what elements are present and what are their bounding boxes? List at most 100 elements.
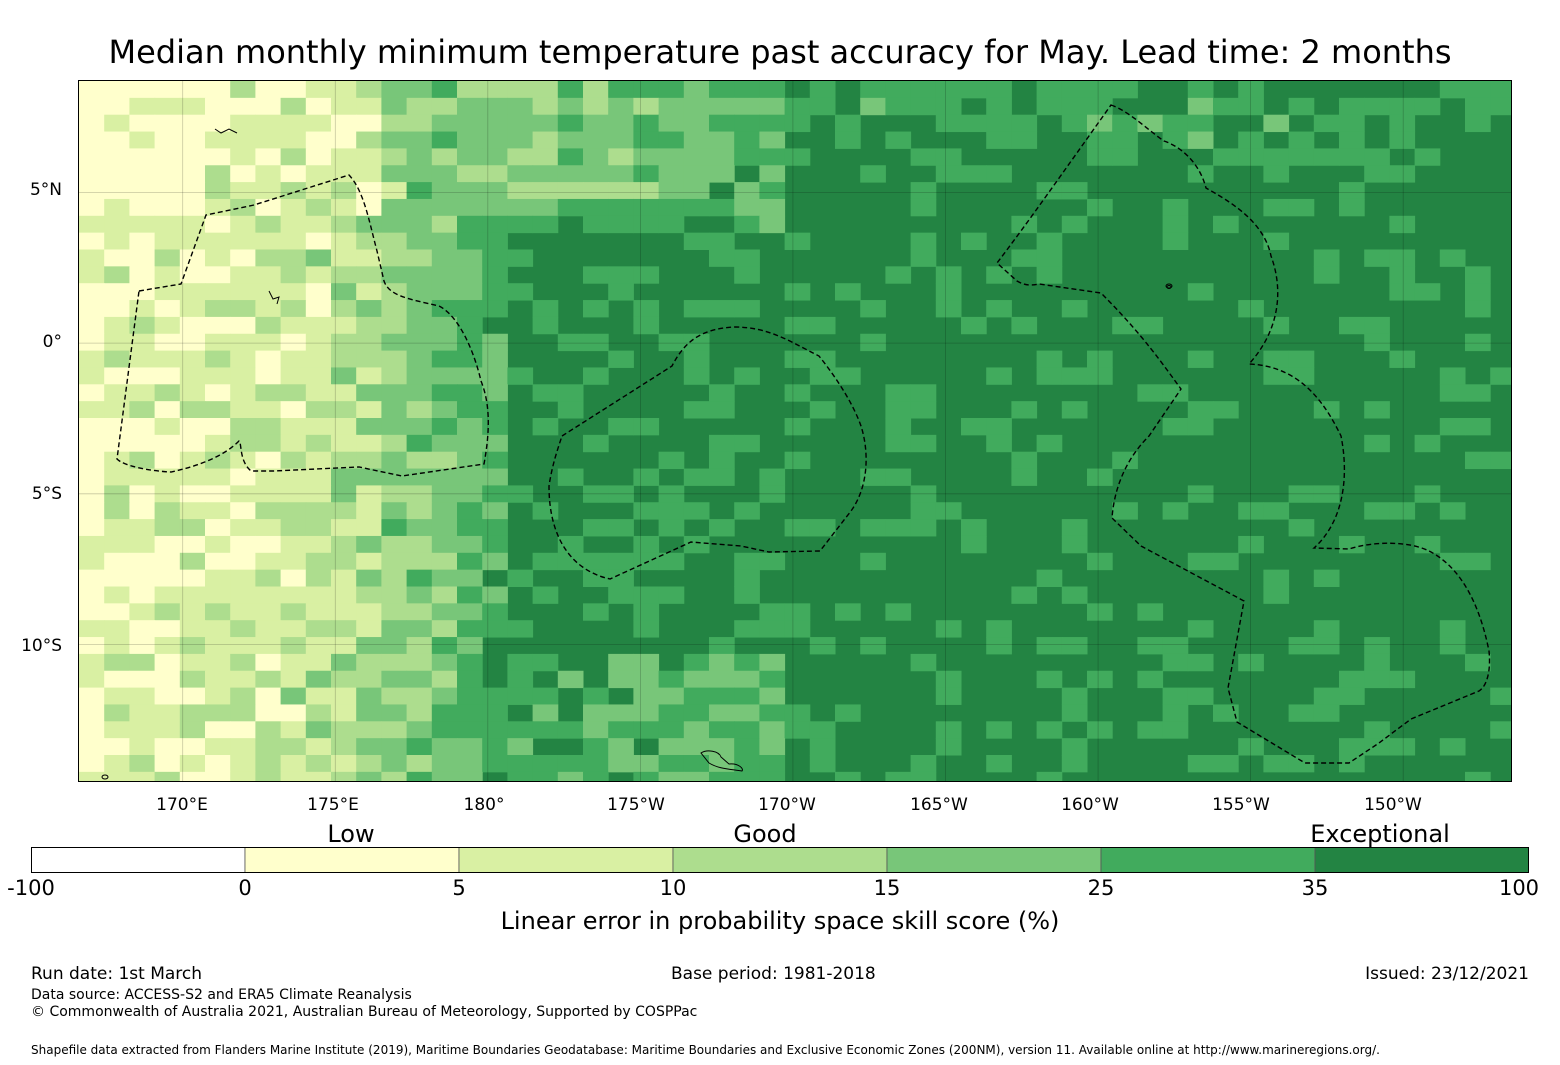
skill-cell xyxy=(104,670,130,689)
skill-cell xyxy=(104,569,130,587)
skill-cell xyxy=(205,670,231,689)
skill-cell xyxy=(129,670,156,689)
skill-cell xyxy=(658,97,685,116)
skill-cell xyxy=(79,131,105,149)
skill-cell xyxy=(255,552,282,571)
skill-cell xyxy=(1439,367,1466,385)
skill-cell xyxy=(205,704,231,722)
skill-cell xyxy=(356,535,382,554)
skill-cell xyxy=(784,603,811,621)
skill-cell xyxy=(280,283,307,301)
skill-cell xyxy=(154,131,181,149)
skill-cell xyxy=(633,418,660,436)
skill-cell xyxy=(1137,670,1164,689)
skill-cell xyxy=(431,283,458,301)
skill-cell xyxy=(759,165,786,183)
skill-cell xyxy=(79,721,105,739)
skill-cell xyxy=(1112,114,1138,133)
skill-cell xyxy=(280,670,307,689)
skill-cell xyxy=(331,552,357,571)
skill-cell xyxy=(280,384,307,402)
skill-cell xyxy=(230,367,256,385)
skill-cell xyxy=(683,468,710,486)
skill-cell xyxy=(633,721,660,739)
skill-cell xyxy=(129,350,156,368)
skill-cell xyxy=(104,687,130,705)
skill-cell xyxy=(961,81,987,99)
skill-cell xyxy=(583,771,609,781)
skill-cell xyxy=(457,502,483,520)
skill-cell xyxy=(104,182,130,200)
colorbar-outline xyxy=(31,847,1529,873)
skill-cell xyxy=(230,535,256,554)
skill-cell xyxy=(961,519,987,537)
skill-cell xyxy=(179,502,206,520)
skill-cell xyxy=(608,81,634,99)
skill-cell xyxy=(406,603,433,621)
skill-cell xyxy=(784,620,811,638)
skill-cell xyxy=(431,333,458,352)
colorbar-tick: 25 xyxy=(1087,876,1115,900)
skill-cell xyxy=(910,755,937,773)
skill-cell xyxy=(608,485,634,503)
skill-cell xyxy=(633,316,660,335)
skill-cell xyxy=(255,97,282,116)
skill-cell xyxy=(1364,502,1390,520)
skill-cell xyxy=(406,738,433,756)
skill-cell xyxy=(1263,114,1290,133)
skill-cell xyxy=(1364,401,1390,419)
skill-cell xyxy=(356,687,382,705)
skill-cell xyxy=(759,81,786,99)
skill-cell xyxy=(809,316,836,335)
skill-cell xyxy=(356,131,382,149)
skill-cell xyxy=(1339,114,1365,133)
skill-cell xyxy=(1465,283,1491,301)
skill-cell xyxy=(255,586,282,604)
skill-cell xyxy=(1389,350,1416,368)
skill-cell xyxy=(431,384,458,402)
skill-cell xyxy=(1414,434,1441,453)
skill-cell xyxy=(179,198,206,217)
skill-cell xyxy=(104,434,130,453)
skill-cell xyxy=(205,569,231,587)
skill-cell xyxy=(179,81,206,99)
skill-cell xyxy=(583,552,609,571)
skill-cell xyxy=(230,249,256,267)
skill-cell xyxy=(457,485,483,503)
skill-cell xyxy=(784,704,811,722)
skill-cell xyxy=(1389,165,1416,183)
skill-cell xyxy=(1414,535,1441,554)
skill-cell xyxy=(885,771,912,781)
skill-cell xyxy=(734,552,760,571)
skill-cell xyxy=(1061,97,1088,116)
skill-cell xyxy=(457,434,483,453)
skill-cell xyxy=(734,502,760,520)
skill-cell xyxy=(557,384,584,402)
skill-cell xyxy=(1162,721,1189,739)
skill-cell xyxy=(280,97,307,116)
skill-cell xyxy=(230,755,256,773)
skill-cell xyxy=(205,333,231,352)
skill-cell xyxy=(1313,704,1340,722)
skill-cell xyxy=(154,350,181,368)
skill-cell xyxy=(482,603,508,621)
skill-cell xyxy=(583,687,609,705)
skill-cell xyxy=(104,620,130,638)
skill-cell xyxy=(482,586,508,604)
skill-cell xyxy=(129,384,156,402)
skill-cell xyxy=(280,316,307,335)
skill-cell xyxy=(583,434,609,453)
skill-cell xyxy=(809,401,836,419)
skill-cell xyxy=(1339,535,1365,554)
skill-cell xyxy=(1465,653,1491,672)
skill-cell xyxy=(1087,81,1113,99)
skill-cell xyxy=(1238,535,1264,554)
skill-cell xyxy=(104,97,130,116)
skill-cell xyxy=(1490,451,1511,470)
skill-cell xyxy=(557,468,584,486)
skill-cell xyxy=(331,97,357,116)
skill-cell xyxy=(683,165,710,183)
skill-cell xyxy=(104,738,130,756)
skill-cell xyxy=(1087,131,1113,149)
skill-cell xyxy=(583,215,609,234)
